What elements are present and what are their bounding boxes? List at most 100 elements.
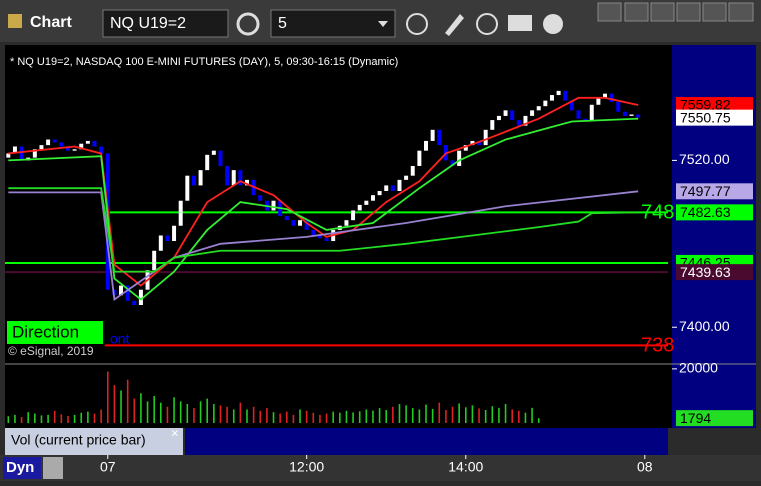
volume-bar <box>352 412 354 423</box>
volume-bar <box>285 411 288 423</box>
candle-body <box>609 93 614 103</box>
candle-body <box>271 200 276 211</box>
account-button[interactable] <box>543 14 563 34</box>
volume-bar <box>47 414 49 423</box>
volume-bar <box>53 410 56 423</box>
volume-bar <box>34 413 36 423</box>
window-button[interactable] <box>702 2 727 22</box>
candle-body <box>424 140 428 151</box>
level-label: 748 <box>641 202 674 224</box>
partial-text: ont <box>110 331 130 347</box>
candle-body <box>437 129 442 146</box>
study-button[interactable] <box>476 13 498 35</box>
volume-bar <box>266 408 268 423</box>
candle-body <box>125 285 130 301</box>
volume-bar <box>73 414 76 423</box>
price-tag-label: 7550.75 <box>680 109 731 125</box>
window-button[interactable] <box>650 2 675 22</box>
volume-bar <box>272 412 275 423</box>
window-button[interactable] <box>624 2 649 22</box>
watermark: © eSignal, 2019 <box>8 344 94 358</box>
draw-button[interactable] <box>445 14 464 36</box>
volume-bar <box>398 404 401 423</box>
price-tag <box>676 204 753 221</box>
candle-body <box>556 90 561 96</box>
candle-body <box>589 104 594 121</box>
settings-button[interactable] <box>236 12 260 36</box>
volume-bar <box>140 393 142 423</box>
volume-title: Vol (current price bar) <box>11 432 146 448</box>
volume-bar <box>431 408 434 423</box>
overlay-line <box>8 96 639 287</box>
candle-body <box>430 129 435 141</box>
interval: 5 <box>278 15 287 32</box>
volume-bar <box>372 410 374 423</box>
close-button[interactable] <box>728 2 754 22</box>
candle-body <box>344 220 349 226</box>
candle-body <box>245 179 249 186</box>
volume-bar <box>292 414 295 423</box>
candle-body <box>46 139 51 146</box>
candle-body <box>238 170 243 186</box>
volume-tag-label: 1794 <box>680 410 711 426</box>
volume-bar <box>239 402 242 423</box>
volume-bar <box>537 418 540 423</box>
volume-bar <box>160 402 162 423</box>
window-title: Chart <box>30 14 72 31</box>
volume-bar <box>458 403 460 423</box>
candle-body <box>576 110 581 119</box>
candle-body <box>636 114 641 118</box>
direction-button[interactable] <box>7 321 103 344</box>
candle-body <box>370 195 375 201</box>
x-tick-label: 07 <box>100 459 116 475</box>
candle-body <box>496 115 501 121</box>
candle-body <box>198 170 203 186</box>
window-button[interactable] <box>597 2 622 22</box>
candle-body <box>218 150 223 166</box>
interval-box[interactable] <box>270 9 396 38</box>
volume-bar <box>504 404 507 423</box>
get-button[interactable] <box>508 15 532 31</box>
volume-bar <box>80 412 83 423</box>
price-tag-label: 7559.82 <box>680 97 731 113</box>
candle-body <box>357 204 362 211</box>
volume-bar <box>345 410 348 423</box>
price-tag <box>676 264 753 281</box>
volume-bar <box>478 408 480 423</box>
x-tick-label: 12:00 <box>289 459 324 475</box>
candle-body <box>311 229 316 236</box>
candle-body <box>410 165 415 176</box>
candle-body <box>536 106 541 111</box>
volume-bar <box>40 415 43 423</box>
candle-body <box>324 238 329 242</box>
window-button[interactable] <box>676 2 701 22</box>
volume-bar <box>425 404 427 423</box>
close-study[interactable]: × <box>171 425 179 440</box>
volume-bar <box>7 416 10 423</box>
volume-bar <box>451 406 454 423</box>
candle-body <box>92 140 97 147</box>
volume-bar <box>206 398 209 423</box>
candle-body <box>185 175 190 201</box>
candle-body <box>158 235 163 251</box>
volume-bar <box>113 385 116 423</box>
volume-bar <box>199 401 202 423</box>
x-tick-label: 08 <box>637 459 653 475</box>
price-tag-label: 7497.77 <box>680 183 731 199</box>
time-axis <box>0 455 761 481</box>
chart-title: * NQ U19=2, NASDAQ 100 E-MINI FUTURES (D… <box>10 56 398 68</box>
candle-body <box>477 140 482 146</box>
candle-body <box>72 149 77 151</box>
volume-bar <box>378 408 381 423</box>
volume-bar <box>518 410 520 423</box>
candle-body <box>298 220 303 226</box>
time-button[interactable] <box>406 13 428 35</box>
volume-tick-label: 20000 <box>679 360 718 376</box>
candle-body <box>390 185 395 191</box>
volume-bar <box>305 410 308 423</box>
candle-body <box>563 90 568 101</box>
volume-bar <box>511 409 513 423</box>
symbol-box[interactable] <box>102 9 229 38</box>
status-icon[interactable] <box>43 457 63 479</box>
symbol: NQ U19=2 <box>110 15 186 32</box>
